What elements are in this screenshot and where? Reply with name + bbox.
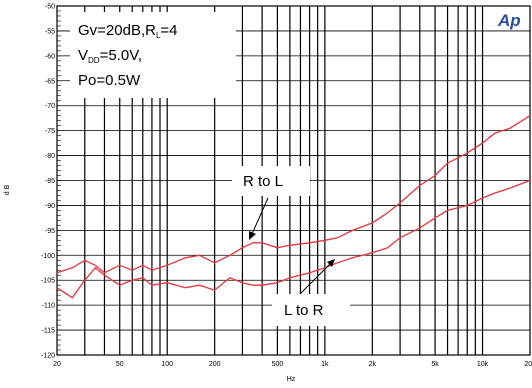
x-tick-label: 100 (161, 361, 173, 368)
series-r-to-l-line (56, 115, 531, 274)
callout-r-to-l: R to L (232, 166, 310, 240)
callout-l-to-r-box (272, 294, 350, 326)
x-tick-label: 5k (431, 361, 439, 368)
x-tick-label: 20k (524, 361, 532, 368)
callout-r-to-l-arrow (251, 197, 269, 235)
y-tick-label: -100 (41, 253, 55, 260)
param-supply: VDD=5.0V, (78, 47, 142, 65)
ap-logo: Ap (497, 11, 521, 30)
y-tick-label: -115 (42, 328, 56, 335)
y-tick-label: -85 (45, 178, 55, 185)
x-tick-label: 1k (321, 361, 329, 368)
param-gain-load: Gv=20dB,RL=4 (78, 22, 178, 40)
x-tick-label: 2k (369, 361, 377, 368)
x-tick-label: 10k (477, 361, 489, 368)
y-tick-label: -120 (41, 353, 55, 360)
y-tick-label: -55 (45, 28, 55, 35)
tick-labels: 20 50 100 200 500 1k 2k 5k 10k 20k -50 -55 -60 -65 -70… (41, 4, 532, 369)
y-tick-label: -95 (45, 228, 55, 235)
series-l-to-r-line (56, 179, 531, 299)
x-tick-label: 50 (116, 361, 124, 368)
callout-r-to-l-arrowhead (249, 231, 256, 240)
y-tick-label: -65 (45, 78, 55, 85)
y-axis-label: d B (4, 184, 11, 195)
callout-l-to-r-arrow (299, 262, 332, 295)
x-axis-label: Hz (287, 376, 296, 383)
y-tick-label: -50 (45, 4, 55, 11)
y-tick-label: -70 (45, 103, 55, 110)
y-tick-label: -75 (45, 128, 55, 135)
callout-r-to-l-box (232, 166, 310, 196)
x-tick-label: 500 (272, 361, 284, 368)
series-layer (56, 115, 531, 299)
y-tick-label: -105 (41, 278, 55, 285)
y-tick-label: -60 (45, 53, 55, 60)
parameter-annotation: Gv=20dB,RL=4 VDD=5.0V, Po=0.5W (70, 12, 236, 98)
parameter-box (70, 12, 236, 98)
y-tick-label: -80 (45, 153, 55, 160)
x-tick-label: 200 (209, 361, 221, 368)
y-tick-label: -90 (45, 203, 55, 210)
x-tick-label: 20 (53, 361, 61, 368)
callout-l-to-r-arrowhead (327, 259, 335, 267)
callout-l-to-r-label: L to R (284, 302, 324, 319)
callout-l-to-r: L to R (272, 259, 350, 326)
callout-r-to-l-label: R to L (243, 173, 283, 190)
y-tick-label: -110 (42, 303, 56, 310)
param-output-power: Po=0.5W (78, 72, 141, 89)
